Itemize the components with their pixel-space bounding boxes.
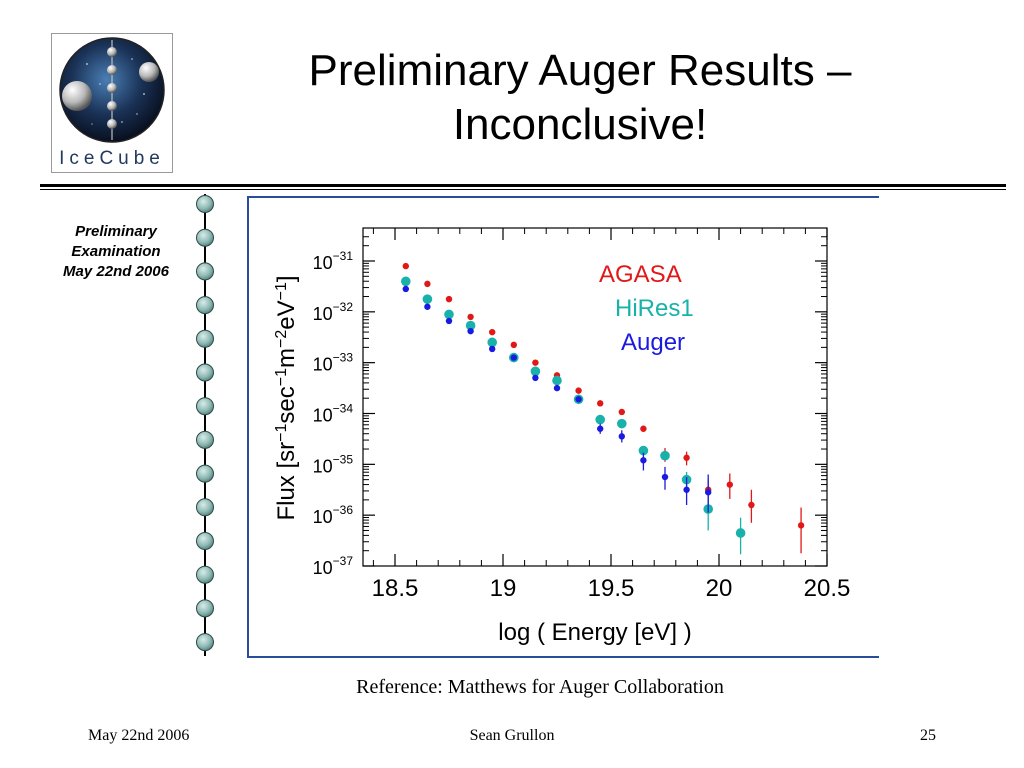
sidebar-caption: Preliminary Examination May 22nd 2006 <box>40 222 192 282</box>
data-point-hires1 <box>552 375 562 386</box>
data-point-agasa <box>640 425 647 432</box>
string-bead <box>196 498 214 517</box>
string-bead <box>196 296 214 315</box>
data-point-hires1 <box>487 337 497 348</box>
string-bead <box>196 262 214 281</box>
x-tick-label: 19 <box>490 575 517 602</box>
data-point-auger <box>597 425 604 432</box>
string-bead <box>196 228 214 247</box>
data-point-agasa <box>797 522 805 529</box>
string-bead <box>196 363 214 382</box>
data-point-auger <box>553 384 561 392</box>
data-point-agasa <box>575 387 582 394</box>
x-tick-label: 20.5 <box>804 575 851 602</box>
string-bead <box>196 397 214 416</box>
data-point-agasa <box>748 501 755 509</box>
data-point-hires1 <box>638 445 649 456</box>
data-point-auger <box>424 303 431 310</box>
x-axis-ticks: 18.5 19 19.5 20 20.5 <box>372 228 851 602</box>
data-point-hires1 <box>465 320 476 331</box>
chart-frame: 18.5 19 19.5 20 20.5 10−31 10−32 10−33 10−34 10−… <box>247 196 879 658</box>
string-bead <box>196 430 214 449</box>
legend-entry-agasa: AGASA <box>599 261 682 288</box>
data-point-auger <box>640 457 647 464</box>
data-point-auger <box>467 327 474 335</box>
flux-chart: 18.5 19 19.5 20 20.5 10−3110−3210−3310−3410−… <box>247 196 879 658</box>
legend: AGASA HiRes1 Auger <box>599 261 694 356</box>
string-bead <box>196 633 214 652</box>
data-point-auger <box>445 317 453 325</box>
data-point-auger <box>510 354 517 361</box>
x-tick-label: 19.5 <box>588 575 635 602</box>
sidebar-line-2: Examination <box>71 243 161 260</box>
data-point-agasa <box>510 341 517 349</box>
data-point-auger <box>402 285 409 293</box>
data-point-agasa <box>424 280 431 288</box>
string-bead <box>196 565 214 584</box>
data-point-auger <box>489 345 496 353</box>
legend-entry-hires1: HiRes1 <box>615 295 694 322</box>
data-point-hires1 <box>444 309 454 320</box>
data-point-hires1 <box>422 294 433 304</box>
data-point-hires1 <box>401 276 411 287</box>
plot-area <box>362 227 828 567</box>
y-tick-label: 10−32 <box>313 300 354 324</box>
x-tick-label: 20 <box>706 575 733 602</box>
y-tick-label: 10−35 <box>313 452 354 476</box>
title-rule-thick <box>40 184 1006 187</box>
y-tick-label: 10−37 <box>313 554 354 578</box>
string-bead <box>196 464 214 483</box>
footer-date: May 22nd 2006 <box>88 727 190 744</box>
string-bead <box>196 195 214 213</box>
logo-text: IceCube <box>59 148 165 169</box>
data-points <box>401 262 805 555</box>
data-point-agasa <box>402 262 409 270</box>
data-point-hires1 <box>735 528 746 538</box>
data-point-auger <box>705 489 712 496</box>
y-tick-label: 10−36 <box>313 503 354 527</box>
data-point-agasa <box>618 408 625 416</box>
string-bead <box>196 329 214 348</box>
y-tick-label: 10−33 <box>313 351 354 375</box>
data-point-hires1 <box>595 414 605 425</box>
string-bead <box>196 532 214 550</box>
data-point-auger <box>532 374 539 382</box>
data-point-agasa <box>597 400 604 407</box>
y-tick-label: 10−34 <box>313 402 354 426</box>
sidebar-line-3: May 22nd 2006 <box>63 263 169 280</box>
data-point-hires1 <box>660 450 670 461</box>
page-number: 25 <box>920 727 936 744</box>
x-axis-label: log ( Energy [eV] ) <box>498 619 691 646</box>
icecube-logo-graphic <box>59 37 165 143</box>
data-point-agasa <box>683 454 690 461</box>
bead-string <box>196 194 214 656</box>
data-point-agasa <box>726 481 733 488</box>
title-rule-thin <box>40 189 1006 190</box>
data-point-auger <box>618 433 625 440</box>
data-point-agasa <box>467 313 474 321</box>
slide-title: Preliminary Auger Results – Inconclusive… <box>308 46 852 149</box>
footer-author: Sean Grullon <box>469 727 555 744</box>
data-point-agasa <box>445 295 453 303</box>
data-point-auger <box>575 396 582 403</box>
y-tick-label: 10−31 <box>313 249 354 273</box>
data-point-hires1 <box>617 418 627 429</box>
y-axis-label: Flux [sr−1sec−1m−2eV−1] <box>273 275 301 520</box>
y-axis-ticks: 10−31 10−32 10−33 10−34 10−35 10−36 10−37 <box>313 249 827 578</box>
reference-caption: Reference: Matthews for Auger Collaborat… <box>356 676 724 698</box>
sidebar-line-1: Preliminary <box>75 223 157 240</box>
legend-entry-auger: Auger <box>621 329 685 356</box>
data-point-auger <box>661 473 669 481</box>
data-point-hires1 <box>530 366 541 377</box>
string-bead <box>196 599 214 618</box>
icecube-logo: IceCube <box>51 33 173 173</box>
data-point-auger <box>683 486 690 493</box>
data-point-agasa <box>532 359 539 366</box>
x-tick-label: 18.5 <box>372 575 419 602</box>
data-point-agasa <box>489 328 496 336</box>
